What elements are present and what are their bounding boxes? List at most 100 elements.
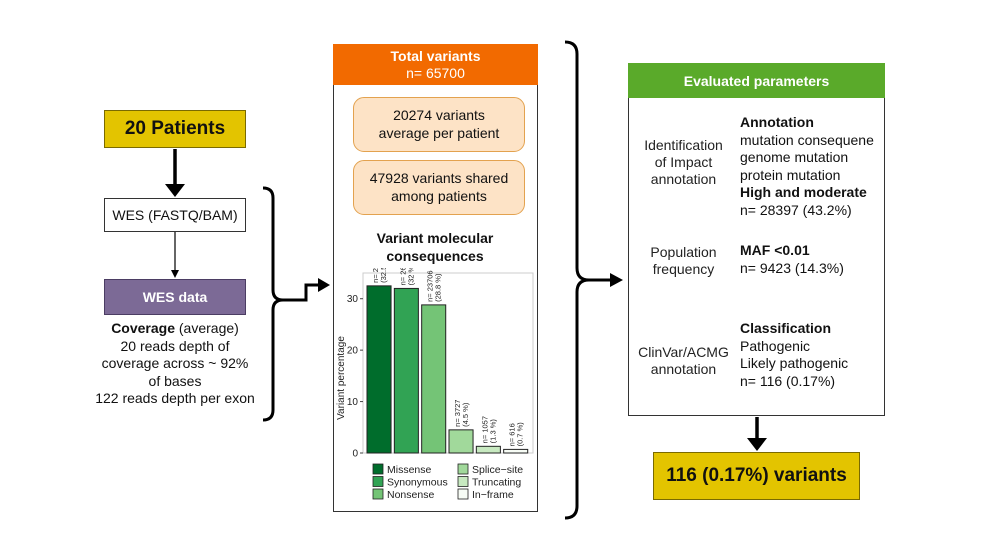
bar-1	[366, 285, 392, 454]
bar-percent-label: (32 %)	[406, 268, 415, 285]
consequences-chart: 0 10 20 30 Variant percentage n= 26709(32.5…	[336, 268, 534, 501]
arrowhead-final	[747, 438, 767, 451]
bar-count-label: n= 26403	[398, 268, 407, 285]
step-population-line-2: frequency	[652, 261, 715, 277]
step-clinvar-line-2: annotation	[650, 361, 717, 377]
consequences-title-line-1: Variant molecular	[376, 230, 494, 246]
legend-label-6: In−frame	[472, 489, 514, 501]
patients-label: 20 Patients	[124, 118, 226, 139]
maf-count: n= 9423 (14.3%)	[740, 259, 844, 276]
final-variants-label: 116 (0.17%) variants	[666, 465, 847, 486]
chart-y-axis: 0 10 20 30	[347, 294, 363, 460]
maf-details: MAF <0.01 n= 9423 (14.3%)	[740, 242, 880, 277]
y-tick-label: 10	[347, 397, 359, 408]
legend-label-5: Truncating	[472, 477, 521, 489]
classification-item-1: Pathogenic	[740, 337, 811, 354]
left-brace	[262, 186, 284, 422]
maf-title: MAF <0.01	[740, 242, 810, 258]
annotation-subtitle: High and moderate	[740, 184, 867, 200]
annotation-count: n= 28397 (43.2%)	[740, 201, 852, 218]
average-variants-line-2: average per patient	[378, 124, 500, 141]
bar-count-label: n= 3727	[453, 400, 462, 427]
coverage-line-3: of bases	[148, 372, 202, 389]
coverage-text: Coverage (average) 20 reads depth of cov…	[90, 320, 260, 408]
bar-5	[475, 445, 501, 454]
legend-label-3: Nonsense	[387, 489, 434, 501]
average-variants-pill: 20274 variants average per patient	[353, 97, 525, 152]
legend-swatch-5	[457, 476, 469, 487]
elbow-arrow	[283, 283, 319, 302]
elbow-arrowhead	[318, 278, 330, 292]
coverage-line-2: coverage across ~ 92%	[101, 355, 249, 371]
right-brace	[564, 40, 590, 520]
legend-label-1: Missense	[387, 464, 432, 476]
step-impact-label: Identification of Impact annotation	[636, 137, 731, 188]
shared-variants-line-1: 47928 variants shared	[369, 170, 509, 186]
bar-2	[393, 287, 419, 454]
bar-percent-label: (32.5 %)	[379, 268, 388, 283]
bar-percent-label: (0.7 %)	[516, 422, 525, 447]
shared-variants-line-2: among patients	[391, 187, 487, 204]
bar-count-label: n= 616	[508, 423, 517, 446]
step-impact-line-2: of Impact	[654, 154, 713, 170]
step-clinvar-label: ClinVar/ACMG annotation	[634, 344, 733, 378]
bar-count-label: n= 1057	[480, 416, 489, 443]
patients-box: 20 Patients	[104, 110, 246, 148]
step-impact-line-1: Identification	[644, 137, 723, 153]
coverage-line-4: 122 reads depth per exon	[95, 390, 255, 406]
total-variants-title: Total variants	[390, 47, 481, 64]
bar-percent-label: (28.8 %)	[434, 273, 443, 302]
coverage-title-suffix: (average)	[178, 320, 239, 336]
annotation-details: Annotation mutation consequene genome mu…	[740, 114, 885, 219]
chart-y-label: Variant percentage	[336, 336, 347, 420]
classification-title: Classification	[740, 320, 832, 336]
y-tick-label: 20	[347, 346, 359, 357]
bar-count-label: n= 23706	[426, 270, 435, 302]
coverage-title: Coverage	[111, 320, 175, 336]
wes-data-box: WES data	[104, 279, 246, 315]
step-population-line-1: Population	[650, 244, 717, 260]
arrowhead-wes-data	[171, 270, 179, 278]
arrowhead-evaluated	[610, 273, 623, 287]
wes-data-label: WES data	[142, 289, 208, 305]
step-population-label: Population frequency	[636, 244, 731, 278]
annotation-title: Annotation	[740, 114, 814, 130]
legend-label-2: Synonymous	[387, 477, 448, 489]
total-variants-count: n= 65700	[406, 64, 465, 81]
consequences-title-line-2: consequences	[386, 248, 484, 264]
evaluated-parameters-title: Evaluated parameters	[683, 72, 830, 89]
annotation-item-3: protein mutation	[740, 166, 841, 183]
legend-swatch-1	[372, 463, 384, 475]
wes-raw-label: WES (FASTQ/BAM)	[112, 207, 238, 223]
legend-swatch-6	[457, 488, 469, 500]
evaluated-parameters-panel	[628, 98, 885, 416]
bar-3	[421, 304, 447, 454]
legend-swatch-4	[457, 463, 469, 475]
bar-count-label: n= 26709	[371, 268, 380, 283]
y-tick-label: 0	[352, 449, 358, 460]
legend-swatch-2	[372, 476, 384, 487]
step-impact-line-3: annotation	[650, 171, 717, 187]
step-clinvar-line-1: ClinVar/ACMG	[638, 344, 729, 360]
coverage-line-1: 20 reads depth of	[120, 337, 230, 354]
chart-bars: n= 26709(32.5 %) n= 26403(32 %) n= 23706(2…	[366, 268, 529, 454]
bar-6	[503, 448, 529, 454]
bar-percent-label: (1.3 %)	[488, 419, 497, 444]
evaluated-parameters-header: Evaluated parameters	[628, 63, 885, 98]
classification-details: Classification Pathogenic Likely pathoge…	[740, 320, 880, 390]
legend-swatch-3	[372, 488, 384, 500]
arrowhead-patients	[165, 184, 185, 197]
shared-variants-pill: 47928 variants shared among patients	[353, 160, 525, 215]
bar-4	[448, 429, 474, 454]
annotation-item-2: genome mutation	[740, 149, 849, 165]
average-variants-line-1: 20274 variants	[393, 107, 485, 123]
final-variants-box: 116 (0.17%) variants	[653, 452, 860, 500]
annotation-item-1: mutation consequene	[740, 131, 874, 148]
consequences-title: Variant molecular consequences	[340, 229, 530, 265]
classification-count: n= 116 (0.17%)	[740, 372, 836, 389]
bar-percent-label: (4.5 %)	[461, 402, 470, 427]
wes-raw-box: WES (FASTQ/BAM)	[104, 198, 246, 232]
total-variants-header: Total variants n= 65700	[333, 44, 538, 85]
legend-label-4: Splice−site	[472, 464, 523, 476]
